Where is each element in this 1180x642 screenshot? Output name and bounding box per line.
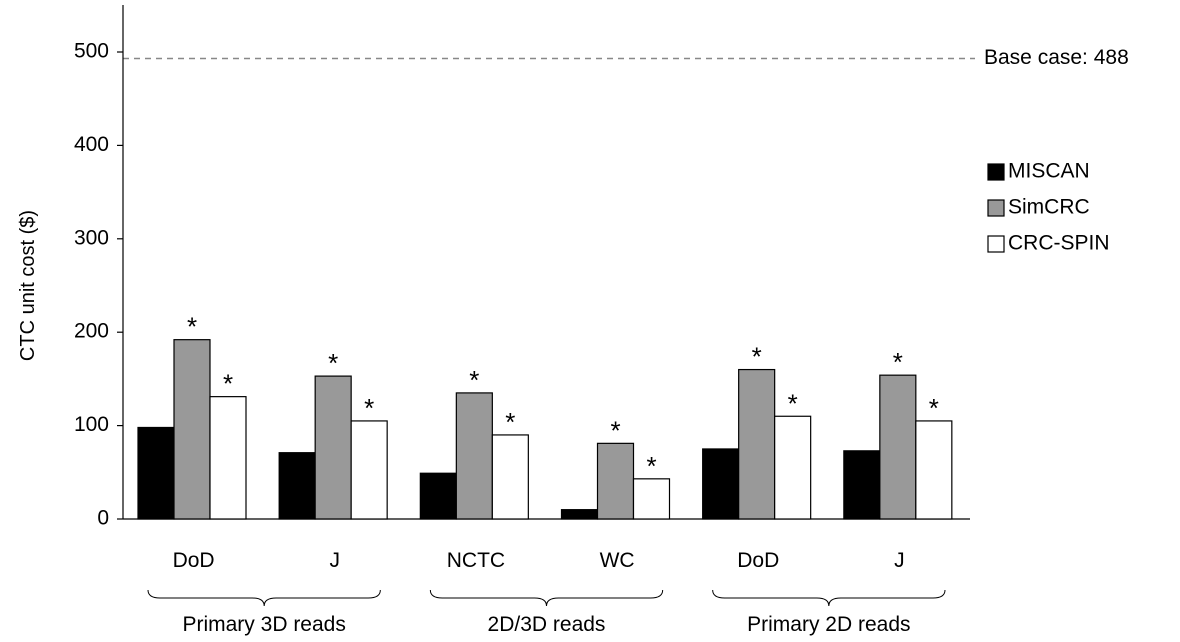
group-brace bbox=[429, 589, 664, 607]
significance-star: * bbox=[328, 348, 338, 378]
y-tick-label: 0 bbox=[97, 507, 109, 530]
base-case-label: Base case: 488 bbox=[984, 46, 1129, 69]
category-label: WC bbox=[600, 549, 635, 572]
bar-miscan bbox=[419, 472, 457, 520]
legend-swatch-simcrc bbox=[987, 199, 1005, 217]
significance-star: * bbox=[752, 342, 762, 372]
legend-swatch-miscan bbox=[987, 163, 1005, 181]
y-tick-label: 400 bbox=[74, 133, 109, 156]
reference-line-layer: Base case: 488 bbox=[123, 46, 1129, 69]
bar-simcrc bbox=[173, 339, 211, 520]
significance-star: * bbox=[505, 407, 515, 437]
bar-crc-spin bbox=[915, 420, 953, 520]
bar-miscan bbox=[843, 450, 881, 520]
legend-label-miscan: MISCAN bbox=[1008, 160, 1090, 183]
bar-crc-spin bbox=[491, 434, 529, 520]
significance-star: * bbox=[469, 365, 479, 395]
y-tick-label: 300 bbox=[74, 226, 109, 249]
group-brace bbox=[147, 589, 381, 607]
y-tick-label: 500 bbox=[74, 40, 109, 63]
bar-simcrc bbox=[738, 368, 776, 520]
group-label: Primary 2D reads bbox=[747, 613, 910, 636]
group-brace bbox=[712, 589, 946, 607]
category-label: NCTC bbox=[447, 549, 505, 572]
axes: 0 100 200 300 400 500 bbox=[74, 5, 970, 530]
group-braces: Primary 3D reads 2D/3D reads Primary 2D re… bbox=[147, 589, 946, 636]
significance-star: * bbox=[223, 369, 233, 399]
significance-star: * bbox=[187, 312, 197, 342]
significance-star: * bbox=[610, 415, 620, 445]
group-label: Primary 3D reads bbox=[182, 613, 345, 636]
significance-star: * bbox=[364, 393, 374, 423]
significance-star: * bbox=[893, 347, 903, 377]
legend-label-simcrc: SimCRC bbox=[1008, 196, 1090, 219]
bar-crc-spin bbox=[632, 478, 671, 520]
y-tick-label: 200 bbox=[74, 320, 109, 343]
y-tick-label: 100 bbox=[74, 413, 109, 436]
y-axis-label: CTC unit cost ($) bbox=[17, 210, 39, 361]
significance-star: * bbox=[929, 393, 939, 423]
bar-simcrc bbox=[314, 375, 352, 520]
group-label: 2D/3D reads bbox=[488, 613, 606, 636]
bars: * * * * * * * * * * * * bbox=[137, 312, 953, 520]
bar-crc-spin bbox=[209, 396, 247, 520]
bar-crc-spin bbox=[350, 420, 388, 520]
bar-miscan bbox=[702, 448, 740, 520]
category-label: J bbox=[894, 549, 905, 572]
legend-swatch-crc-spin bbox=[987, 235, 1005, 253]
bar-simcrc bbox=[879, 374, 917, 520]
bar-simcrc bbox=[596, 442, 635, 520]
category-label: DoD bbox=[173, 549, 215, 572]
category-label: DoD bbox=[737, 549, 779, 572]
category-label: J bbox=[330, 549, 341, 572]
bar-crc-spin bbox=[774, 415, 812, 520]
significance-star: * bbox=[646, 451, 656, 481]
category-labels: DoD J NCTC WC DoD J bbox=[173, 549, 905, 572]
legend: MISCAN SimCRC CRC-SPIN bbox=[987, 160, 1110, 255]
bar-miscan bbox=[560, 509, 599, 520]
significance-star: * bbox=[788, 388, 798, 418]
bar-miscan bbox=[278, 452, 316, 520]
bar-simcrc bbox=[455, 392, 493, 520]
bar-miscan bbox=[137, 426, 175, 520]
legend-label-crc-spin: CRC-SPIN bbox=[1008, 232, 1110, 255]
